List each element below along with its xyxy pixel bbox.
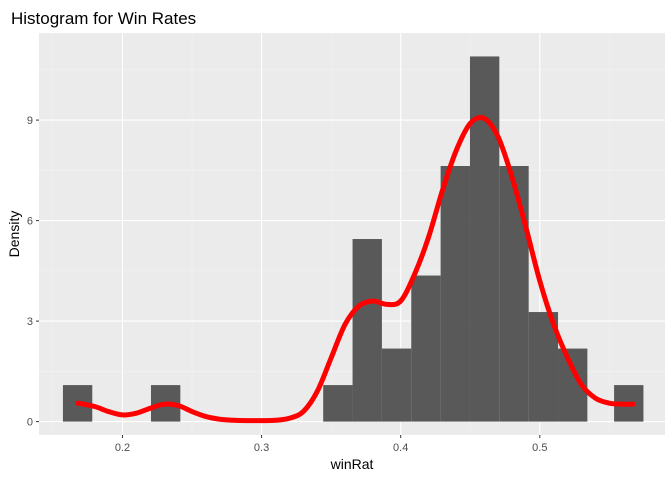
- x-tick-label: 0.3: [254, 442, 269, 454]
- density-curve: [75, 115, 636, 424]
- x-axis-ticks: 0.2 0.3 0.4 0.5: [115, 435, 547, 454]
- histogram-bar: [528, 312, 559, 422]
- x-tick-label: 0.2: [115, 442, 130, 454]
- y-tick-label: 0: [27, 417, 33, 429]
- histogram-bar: [499, 165, 529, 422]
- chart-title: Histogram for Win Rates: [11, 9, 196, 28]
- histogram-bar: [381, 348, 412, 422]
- histogram-bar: [323, 385, 353, 422]
- histogram-bar: [440, 165, 470, 422]
- y-axis-ticks: 0 3 6 9: [27, 115, 39, 429]
- y-tick-label: 3: [27, 316, 33, 328]
- x-tick-label: 0.5: [532, 442, 547, 454]
- y-axis-label: Density: [6, 211, 22, 258]
- histogram-bar: [352, 239, 382, 422]
- x-tick-label: 0.4: [393, 442, 408, 454]
- y-tick-label: 6: [27, 216, 33, 228]
- histogram-bar: [469, 56, 500, 422]
- y-tick-label: 9: [27, 115, 33, 127]
- x-axis-label: winRat: [330, 456, 374, 472]
- histogram-bar: [411, 275, 441, 422]
- major-gridlines: [39, 33, 665, 435]
